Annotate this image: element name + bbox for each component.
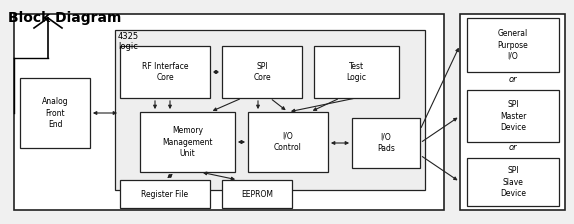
Text: I/O
Pads: I/O Pads [377, 133, 395, 153]
Text: Block Diagram: Block Diagram [8, 11, 121, 25]
Text: Memory
Management
Unit: Memory Management Unit [162, 126, 213, 158]
FancyBboxPatch shape [140, 112, 235, 172]
Text: Register File: Register File [141, 190, 189, 198]
FancyBboxPatch shape [467, 158, 559, 206]
FancyBboxPatch shape [120, 46, 210, 98]
FancyBboxPatch shape [14, 14, 444, 210]
FancyBboxPatch shape [467, 18, 559, 72]
FancyBboxPatch shape [222, 180, 292, 208]
FancyBboxPatch shape [352, 118, 420, 168]
FancyBboxPatch shape [248, 112, 328, 172]
Text: EEPROM: EEPROM [241, 190, 273, 198]
FancyBboxPatch shape [115, 30, 425, 190]
Text: SPI
Core: SPI Core [253, 62, 271, 82]
Text: 4325: 4325 [118, 32, 139, 41]
Text: Analog
Front
End: Analog Front End [42, 97, 68, 129]
Text: logic: logic [118, 42, 138, 51]
Text: General
Purpose
I/O: General Purpose I/O [498, 29, 529, 61]
FancyBboxPatch shape [467, 90, 559, 142]
Text: SPI
Master
Device: SPI Master Device [500, 100, 526, 132]
FancyBboxPatch shape [460, 14, 565, 210]
Text: RF Interface
Core: RF Interface Core [142, 62, 188, 82]
Text: or: or [509, 75, 517, 84]
FancyBboxPatch shape [314, 46, 399, 98]
FancyBboxPatch shape [222, 46, 302, 98]
Text: SPI
Slave
Device: SPI Slave Device [500, 166, 526, 198]
Text: Test
Logic: Test Logic [347, 62, 367, 82]
Text: or: or [509, 142, 517, 151]
FancyBboxPatch shape [20, 78, 90, 148]
Text: I/O
Control: I/O Control [274, 132, 302, 152]
FancyBboxPatch shape [120, 180, 210, 208]
